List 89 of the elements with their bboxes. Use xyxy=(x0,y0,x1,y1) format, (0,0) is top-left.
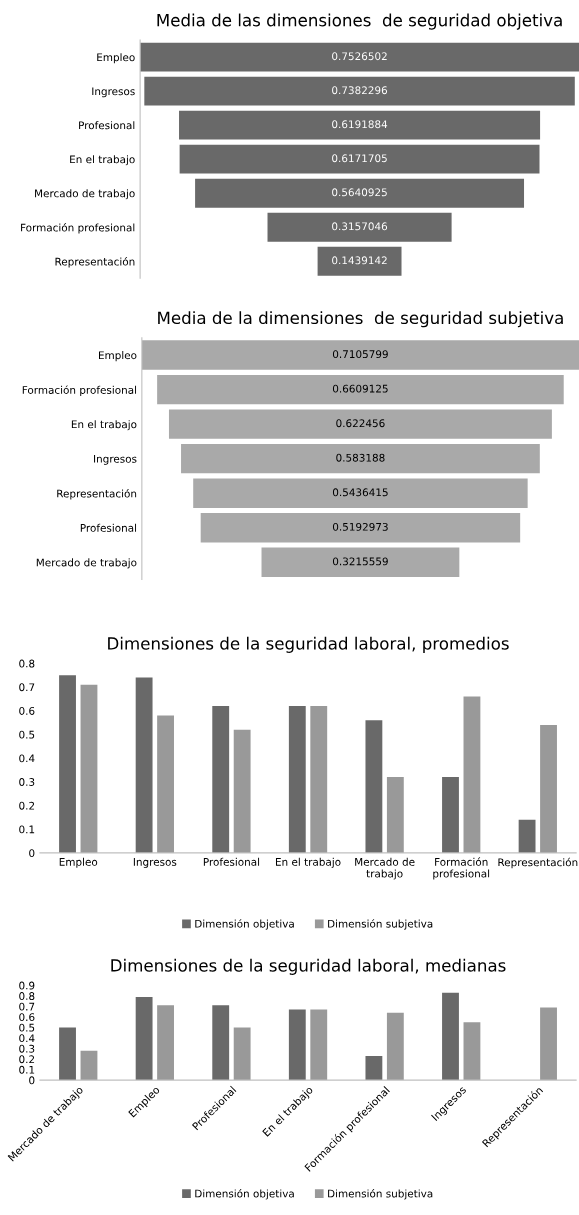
x-tick-label: Representación xyxy=(498,857,578,869)
category-label: Empleo xyxy=(97,53,135,64)
bar xyxy=(212,1005,230,1081)
data-label: 0.6171705 xyxy=(332,154,387,163)
bar xyxy=(442,777,459,853)
y-tick-label: 0.3 xyxy=(19,778,35,786)
data-label: 0.5192973 xyxy=(332,522,388,531)
category-label: Mercado de trabajo xyxy=(35,189,135,200)
bar xyxy=(59,675,76,853)
category-label: Ingresos xyxy=(92,87,135,98)
data-label: 0.583188 xyxy=(336,453,385,462)
y-tick-label: 0.2 xyxy=(19,1055,35,1064)
category-label: Mercado de trabajo xyxy=(36,558,137,569)
y-tick-label: 0.4 xyxy=(19,754,35,763)
y-tick-label: 0.2 xyxy=(19,801,35,810)
chart-title: Dimensiones de la seguridad laboral, promedios xyxy=(108,636,509,653)
y-tick-label: 0.8 xyxy=(19,992,35,1000)
bar xyxy=(135,677,153,853)
bar xyxy=(463,1022,481,1081)
bar xyxy=(442,992,459,1081)
y-tick-label: 0.7 xyxy=(19,683,35,692)
x-tick-label: Profesional xyxy=(203,857,260,866)
data-label: 0.1439142 xyxy=(332,256,387,265)
category-label: Representación xyxy=(57,489,137,500)
category-label: Profesional xyxy=(80,523,137,532)
bar xyxy=(212,706,230,853)
y-tick-label: 0.3 xyxy=(19,1044,35,1053)
text: Media de las dimensiones de seguridad objetiva xyxy=(157,13,562,30)
legend-label: Dimensión objetiva xyxy=(195,1189,294,1200)
y-tick-label: 0.4 xyxy=(19,1034,35,1043)
data-label: 0.622456 xyxy=(336,419,385,428)
text: Media de la dimensiones de seguridad subjetiva xyxy=(158,311,563,328)
y-tick-label: 0 xyxy=(29,849,35,858)
bar xyxy=(233,1027,251,1081)
bar xyxy=(365,720,383,853)
data-label: 0.5436415 xyxy=(332,488,388,497)
bar xyxy=(386,1012,404,1081)
y-tick-label: 0.7 xyxy=(19,1002,35,1011)
data-label: 0.7382296 xyxy=(332,86,388,95)
category-label: Empleo xyxy=(99,351,137,362)
bar xyxy=(288,1009,306,1081)
x-tick-label: En el trabajo xyxy=(275,857,341,868)
y-tick-label: 0.1 xyxy=(19,1065,35,1074)
bar xyxy=(386,777,404,853)
category-label: Formación profesional xyxy=(21,223,135,234)
legend-label: Dimensión objetiva xyxy=(195,919,294,930)
bar xyxy=(80,684,98,853)
category-label: Ingresos xyxy=(94,455,137,465)
bar xyxy=(59,1027,76,1081)
bar xyxy=(310,706,328,853)
data-label: 0.5640925 xyxy=(332,188,387,197)
y-tick-label: 0 xyxy=(29,1076,35,1085)
legend-label: Dimensión subjetiva xyxy=(328,1189,433,1200)
data-label: 0.6191884 xyxy=(332,120,388,129)
data-label: 0.7526502 xyxy=(332,52,387,61)
bar xyxy=(80,1050,98,1081)
bar xyxy=(540,1007,557,1081)
y-tick-label: 0.1 xyxy=(19,825,35,834)
bar xyxy=(233,729,251,853)
bar xyxy=(518,819,536,853)
x-tick-label: Formación profesional xyxy=(433,857,490,880)
bar xyxy=(157,1005,174,1081)
category-label: Representación xyxy=(55,257,135,268)
data-label: 0.7105799 xyxy=(332,350,388,359)
category-label: Formación profesional xyxy=(22,385,137,396)
y-tick-label: 0.8 xyxy=(19,659,35,668)
bar xyxy=(540,724,557,853)
y-tick-label: 0.9 xyxy=(19,981,35,990)
y-tick-label: 0.5 xyxy=(19,730,35,739)
category-label: En el trabajo xyxy=(70,155,135,166)
legend-label: Dimensión subjetiva xyxy=(328,919,433,930)
bar xyxy=(157,715,174,853)
bar xyxy=(463,696,481,853)
category-label: En el trabajo xyxy=(71,420,137,431)
x-tick-label: Empleo xyxy=(59,857,98,868)
x-tick-label: Ingresos xyxy=(133,858,177,868)
y-tick-label: 0.6 xyxy=(19,707,35,715)
y-tick-label: 0.6 xyxy=(19,1013,35,1022)
data-label: 0.3157046 xyxy=(332,222,388,231)
bar xyxy=(135,996,153,1081)
category-label: Profesional xyxy=(79,121,135,130)
y-tick-label: 0.5 xyxy=(19,1023,35,1032)
bar xyxy=(288,706,306,853)
chart-title: Dimensiones de la seguridad laboral, medianas xyxy=(111,958,506,975)
data-label: 0.3215559 xyxy=(332,557,388,566)
bar xyxy=(310,1009,328,1081)
bar xyxy=(365,1055,383,1081)
data-label: 0.6609125 xyxy=(332,384,388,393)
x-tick-label: Mercado de trabajo xyxy=(355,857,415,880)
